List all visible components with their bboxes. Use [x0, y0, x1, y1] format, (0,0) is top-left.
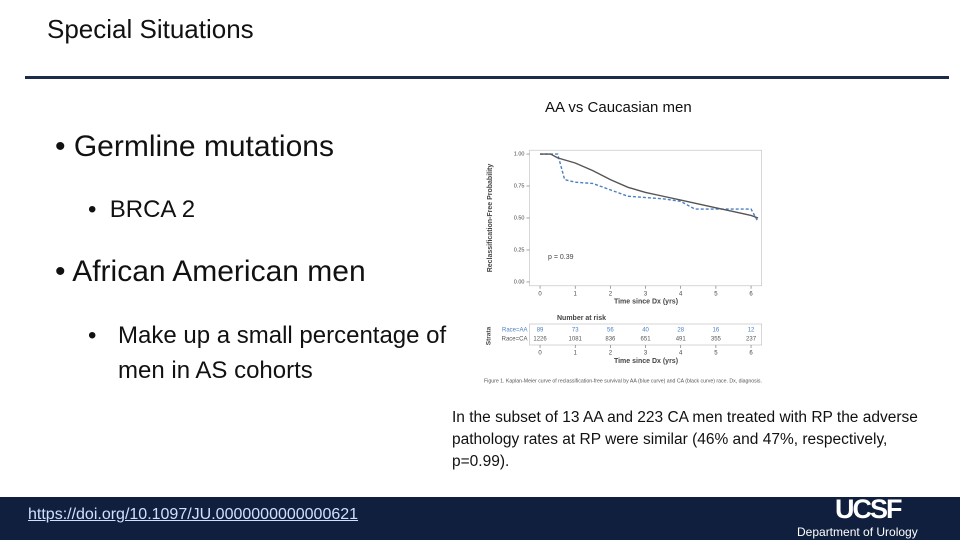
y-axis-label: Reclassification-Free Probability [487, 164, 494, 273]
x-tick-label: 2 [609, 351, 613, 357]
x-tick-label: 0 [538, 351, 542, 357]
strata-name: Race=AA [502, 328, 528, 334]
strata-name: Race=CA [502, 337, 528, 343]
sub-bullet: • Make up a small percentage of men in AS… [88, 318, 448, 388]
x-tick-label: 6 [749, 291, 753, 297]
y-tick-label: 0.75 [514, 183, 525, 189]
y-tick-label: 0.00 [514, 279, 525, 285]
figure-heading: AA vs Caucasian men [545, 99, 692, 116]
risk-count: 16 [713, 328, 720, 334]
risk-count: 651 [641, 337, 652, 343]
x-axis-label: Time since Dx (yrs) [614, 358, 678, 365]
x-tick-label: 3 [644, 351, 648, 357]
footer [0, 497, 960, 540]
y-tick-label: 0.50 [514, 215, 525, 221]
x-tick-label: 2 [609, 291, 613, 297]
risk-count: 1226 [533, 337, 547, 343]
risk-count: 40 [642, 328, 649, 334]
doi-link[interactable]: https://doi.org/10.1097/JU.0000000000000… [28, 506, 359, 523]
department: Department of Urology [797, 525, 918, 539]
x-tick-label: 5 [714, 291, 718, 297]
risk-count: 237 [746, 337, 757, 343]
strata-label: Strata [486, 326, 493, 345]
x-tick-label: 5 [714, 351, 718, 357]
x-tick-label: 0 [538, 291, 542, 297]
risk-count: 12 [748, 328, 755, 334]
p-value: p = 0.39 [548, 254, 574, 261]
bullet: • African American men [55, 255, 366, 288]
note: In the subset of 13 AA and 223 CA men tr… [452, 409, 918, 470]
logo: UCSF [835, 494, 902, 524]
x-tick-label: 6 [749, 351, 753, 357]
caption: Figure 1. Kaplan-Meier curve of reclassi… [484, 378, 762, 384]
slide-title: Special Situations [47, 14, 254, 44]
risk-count: 56 [607, 328, 614, 334]
risk-table-title: Number at risk [557, 315, 606, 322]
x-tick-label: 4 [679, 291, 683, 297]
bullet-text: Make up a small percentage of men in AS … [118, 322, 447, 384]
risk-count: 491 [676, 337, 687, 343]
figure-background [478, 142, 783, 390]
bullet-text: African American men [72, 255, 366, 288]
risk-count: 1081 [569, 337, 583, 343]
bullet-text: Germline mutations [73, 130, 334, 163]
risk-count: 836 [605, 337, 616, 343]
bullet: • Germline mutations [55, 130, 334, 163]
y-tick-label: 0.25 [514, 247, 525, 253]
x-tick-label: 1 [574, 351, 578, 357]
risk-count: 28 [677, 328, 684, 334]
risk-count: 73 [572, 328, 579, 334]
x-tick-label: 4 [679, 351, 683, 357]
title-rule [25, 76, 949, 79]
risk-count: 355 [711, 337, 722, 343]
x-tick-label: 3 [644, 291, 648, 297]
y-tick-label: 1.00 [514, 151, 525, 157]
km-figure: Reclassification-Free Probability 0.00 0.2… [478, 142, 783, 390]
risk-count: 89 [537, 328, 544, 334]
bullet-text: BRCA 2 [109, 196, 196, 223]
survival-curve [540, 153, 759, 219]
survival-curve [540, 153, 759, 223]
sub-bullet: • BRCA 2 [88, 196, 196, 223]
x-tick-label: 1 [574, 291, 578, 297]
x-axis-label: Time since Dx (yrs) [614, 299, 678, 306]
